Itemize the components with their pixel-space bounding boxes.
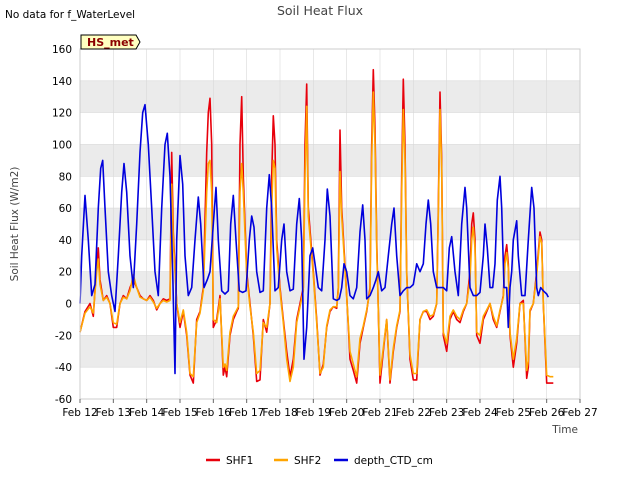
x-tick-label: Feb 16	[196, 407, 232, 419]
legend-entry-depth-ctd-cm[interactable]: depth_CTD_cm	[334, 455, 433, 467]
x-tick-label: Feb 17	[229, 407, 264, 419]
series-lines	[79, 68, 554, 384]
x-tick-label: Feb 27	[562, 407, 597, 419]
series-line-depth-ctd-cm	[79, 103, 550, 375]
badge-label: HS_met	[87, 36, 134, 49]
background-bands	[80, 80, 580, 368]
no-data-note: No data for f_WaterLevel	[5, 9, 135, 21]
x-tick-label: Feb 25	[496, 407, 531, 419]
y-tick-label: 140	[52, 76, 72, 88]
x-tick-label: Feb 22	[396, 407, 431, 419]
legend-label-shf2: SHF2	[294, 455, 321, 467]
x-tick-label: Feb 18	[262, 407, 297, 419]
y-axis-ticks: -60 -40 -20 0 20 40 60 80 100 120 140 160	[52, 44, 72, 406]
x-tick-label: Feb 23	[429, 407, 464, 419]
plot-frame	[79, 48, 581, 400]
y-tick-label: 80	[59, 171, 72, 183]
x-tick-label: Feb 19	[296, 407, 331, 419]
badge-shape	[80, 34, 141, 50]
plot-area	[79, 48, 581, 400]
chart-title: Soil Heat Flux	[277, 3, 363, 18]
legend-label-depth-ctd-cm: depth_CTD_cm	[354, 455, 433, 467]
y-tick-label: -40	[55, 362, 72, 374]
band	[80, 144, 580, 177]
x-tick-label: Feb 12	[62, 407, 97, 419]
y-axis-label: Soil Heat Flux (W/m2)	[9, 167, 21, 282]
legend-entry-shf1[interactable]: SHF1	[206, 455, 253, 467]
x-tick-label: Feb 13	[96, 407, 131, 419]
y-tick-label: -20	[55, 330, 72, 342]
legend: SHF1 SHF2 depth_CTD_cm	[206, 455, 433, 467]
y-tick-label: 40	[59, 235, 72, 247]
x-tick-label: Feb 21	[362, 407, 397, 419]
band	[80, 335, 580, 368]
y-tick-label: 20	[59, 267, 72, 279]
y-tick-label: 160	[52, 44, 72, 56]
band	[80, 80, 580, 113]
x-tick-label: Feb 14	[129, 407, 165, 419]
x-axis-label: Time	[551, 424, 578, 436]
y-tick-label: 0	[65, 299, 72, 311]
y-tick-label: -60	[55, 394, 72, 406]
x-tick-label: Feb 24	[462, 407, 498, 419]
legend-entry-shf2[interactable]: SHF2	[274, 455, 321, 467]
series-line-shf2	[79, 91, 554, 383]
legend-label-shf1: SHF1	[226, 455, 253, 467]
y-tick-label: 60	[59, 203, 72, 215]
x-tick-label: Feb 20	[329, 407, 364, 419]
y-tick-label: 100	[52, 139, 72, 151]
hs-met-badge: HS_met	[80, 34, 141, 50]
x-tick-label: Feb 26	[529, 407, 565, 419]
y-tick-label: 120	[52, 108, 72, 120]
x-tick-label: Feb 15	[162, 407, 197, 419]
